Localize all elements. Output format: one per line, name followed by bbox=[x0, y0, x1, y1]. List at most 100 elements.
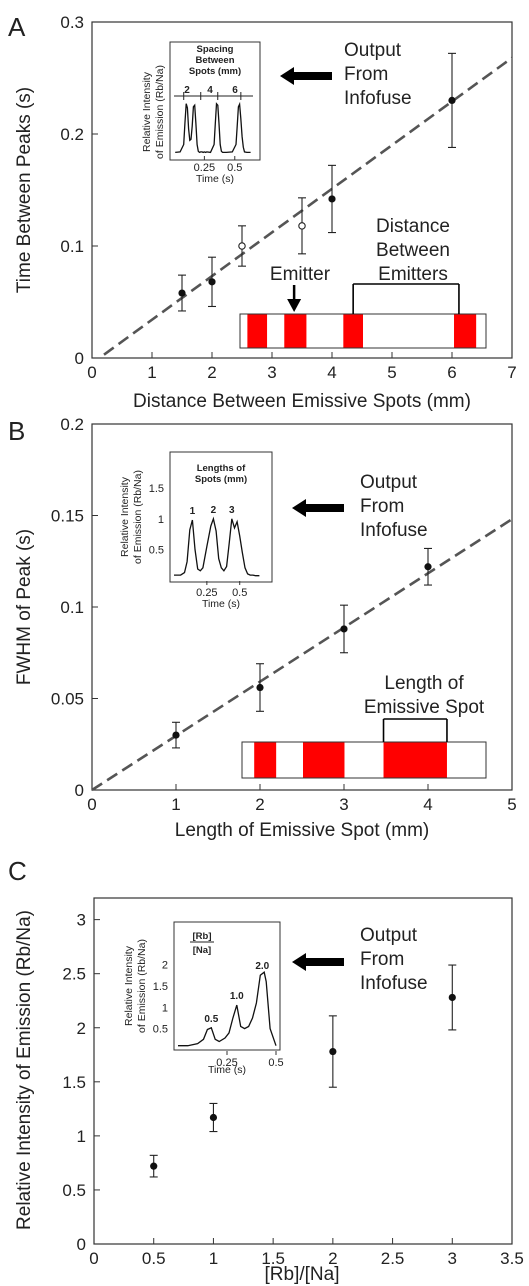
panel-a-inset-x-label: Time (s) bbox=[196, 173, 234, 185]
inset-x-tick-label: 0.5 bbox=[227, 162, 242, 174]
panel-a-inset-trace bbox=[175, 101, 251, 154]
panel-a-points bbox=[178, 52, 456, 312]
x-tick-label: 0.5 bbox=[142, 1249, 166, 1268]
panel-a-inset-y-label: Relative Intensityof Emission (Rb/Na) bbox=[141, 65, 166, 159]
inset-y-tick-label: 2 bbox=[162, 960, 168, 972]
panel-c-y-ticks: 0 0.5 1 1.5 2 2.5 3 bbox=[62, 911, 100, 1254]
data-point-open bbox=[238, 242, 246, 250]
x-tick-label: 1.5 bbox=[261, 1249, 285, 1268]
panel-a-emitter-label: Emitter bbox=[270, 264, 331, 285]
panel-b-points bbox=[172, 547, 432, 749]
inset-x-tick-label: 0.25 bbox=[196, 587, 217, 599]
x-tick-label: 5 bbox=[387, 363, 396, 382]
inset-y-tick-label: 1 bbox=[162, 1002, 168, 1014]
panel-b-label: B bbox=[8, 416, 25, 446]
x-tick-label: 4 bbox=[423, 795, 432, 814]
panel-a-inset-x-ticks: 0.25 0.5 bbox=[194, 156, 242, 174]
panel-c-inset-peak-label: 1.0 bbox=[230, 991, 244, 1002]
panel-b-inset: Lengths of Spots (mm) 1 2 3 0.25 0.5 0.5 1 1… bbox=[119, 451, 273, 610]
y-tick-label: 3 bbox=[77, 911, 86, 930]
x-tick-label: 0 bbox=[87, 363, 96, 382]
panel-b-x-ticks: 0 1 2 3 4 5 bbox=[87, 784, 517, 814]
y-tick-label: 0.1 bbox=[60, 598, 84, 617]
panel-a-inset-peak-label: 2 bbox=[184, 85, 190, 96]
panel-b-strip-segments bbox=[254, 742, 447, 778]
emissive-spot bbox=[343, 314, 363, 348]
panel-b-y-ticks: 0 0.05 0.1 0.15 0.2 bbox=[51, 415, 98, 800]
y-tick-label: 2.5 bbox=[62, 965, 86, 984]
panel-a-arrow-icon bbox=[280, 67, 332, 85]
panel-b-arrow-note: Output From Infofuse bbox=[360, 472, 428, 541]
data-point bbox=[424, 563, 432, 571]
panel-c-x-ticks: 0 0.5 1 1.5 2 2.5 3 3.5 bbox=[89, 1238, 524, 1268]
panel-b: B 0 1 2 3 4 5 0 0.05 0.1 0.15 0.2 Length of Emiss… bbox=[8, 415, 517, 841]
emissive-spot bbox=[303, 742, 345, 778]
y-tick-label: 0.3 bbox=[60, 13, 84, 32]
panel-b-inset-peak-label: 1 bbox=[190, 506, 196, 517]
y-tick-label: 1 bbox=[77, 1127, 86, 1146]
panel-c-inset-title-denominator: [Na] bbox=[193, 945, 211, 956]
emissive-spot bbox=[254, 742, 277, 778]
data-point bbox=[256, 683, 264, 692]
y-tick-label: 0 bbox=[77, 1235, 86, 1254]
inset-x-tick-label: 0.25 bbox=[194, 162, 215, 174]
x-tick-label: 3.5 bbox=[500, 1249, 524, 1268]
panel-a-inset-peak-label: 4 bbox=[207, 85, 213, 96]
inset-x-tick-label: 0.25 bbox=[216, 1057, 237, 1069]
data-point bbox=[209, 1113, 218, 1122]
panel-b-inset-y-label: Relative Intensityof Emission (Rb/Na) bbox=[119, 470, 144, 564]
panel-a-distance-bracket bbox=[352, 283, 460, 314]
x-tick-label: 3 bbox=[339, 795, 348, 814]
y-tick-label: 0.15 bbox=[51, 507, 84, 526]
panel-c-label: C bbox=[8, 856, 27, 886]
inset-y-tick-label: 1.5 bbox=[149, 483, 164, 495]
data-point bbox=[150, 1162, 158, 1170]
panel-c-inset-peak-label: 2.0 bbox=[255, 961, 269, 972]
panel-a-inset: Spacing Between Spots (mm) 2 4 6 0.25 0.5 T… bbox=[141, 41, 261, 185]
panel-b-inset-title: Lengths of Spots (mm) bbox=[195, 463, 247, 485]
panel-b-inset-trace bbox=[174, 516, 260, 577]
inset-x-tick-label: 0.5 bbox=[268, 1057, 283, 1069]
panel-c-points bbox=[149, 964, 457, 1178]
panel-b-fit-line bbox=[91, 518, 513, 792]
x-tick-label: 2 bbox=[255, 795, 264, 814]
inset-y-tick-label: 1.5 bbox=[153, 981, 168, 993]
x-tick-label: 3 bbox=[448, 1249, 457, 1268]
panel-b-arrow-icon bbox=[292, 499, 344, 517]
emissive-spot bbox=[454, 314, 477, 348]
y-tick-label: 0 bbox=[75, 781, 84, 800]
panel-c-inset-x-label: Time (s) bbox=[208, 1064, 246, 1076]
x-tick-label: 2 bbox=[207, 363, 216, 382]
panel-a-y-axis-label: Time Between Peaks (s) bbox=[14, 87, 35, 293]
panel-a-strip-segments bbox=[247, 314, 477, 348]
panel-a-y-ticks: 0 0.1 0.2 0.3 bbox=[60, 13, 98, 368]
panel-a-arrow-note: Output From Infofuse bbox=[344, 40, 412, 109]
panel-b-inset-x-label: Time (s) bbox=[202, 598, 240, 610]
panel-a-x-axis-label: Distance Between Emissive Spots (mm) bbox=[133, 391, 471, 412]
data-point bbox=[448, 96, 456, 104]
x-tick-label: 0 bbox=[87, 795, 96, 814]
emitter-arrow-head bbox=[287, 299, 302, 312]
inset-y-tick-label: 0.5 bbox=[153, 1024, 168, 1036]
inset-y-tick-label: 1 bbox=[158, 514, 164, 526]
y-tick-label: 0.2 bbox=[60, 125, 84, 144]
y-tick-label: 2 bbox=[77, 1019, 86, 1038]
x-tick-label: 4 bbox=[327, 363, 336, 382]
emissive-spot bbox=[383, 742, 447, 778]
panel-c-arrow-icon bbox=[292, 953, 344, 971]
panel-c-plot-frame bbox=[93, 897, 513, 1245]
data-point bbox=[208, 278, 216, 286]
panel-a-fit-line bbox=[103, 56, 513, 356]
y-tick-label: 1.5 bbox=[62, 1073, 86, 1092]
x-tick-label: 0 bbox=[89, 1249, 98, 1268]
data-point bbox=[172, 731, 180, 739]
inset-x-tick-label: 0.5 bbox=[232, 587, 247, 599]
y-tick-label: 0.2 bbox=[60, 415, 84, 434]
panel-c-inset-peak-label: 0.5 bbox=[204, 1014, 218, 1025]
panel-b-inset-y-ticks: 0.5 1 1.5 bbox=[149, 483, 164, 556]
data-point bbox=[448, 993, 456, 1002]
emissive-spot bbox=[284, 314, 307, 348]
data-point-open bbox=[298, 222, 306, 230]
panel-c-inset-y-label: Relative Intensityof Emission (Rb/Na) bbox=[123, 939, 148, 1033]
data-point bbox=[328, 195, 336, 203]
